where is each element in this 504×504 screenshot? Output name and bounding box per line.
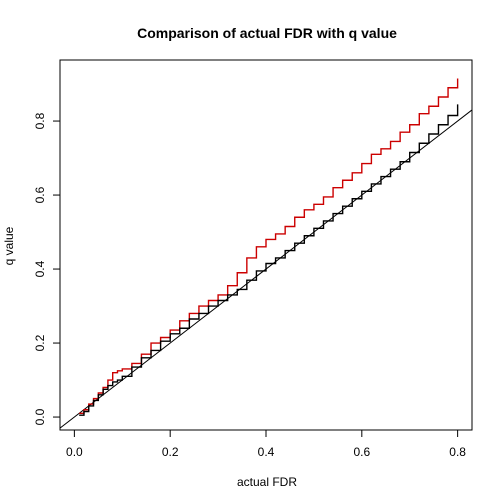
y-tick-label: 0.0: [33, 408, 47, 425]
x-tick-label: 0.4: [258, 445, 275, 459]
y-tick-label: 0.6: [33, 186, 47, 203]
x-tick-label: 0.6: [353, 445, 370, 459]
chart-title: Comparison of actual FDR with q value: [137, 25, 397, 41]
series-line-black: [79, 104, 459, 416]
y-axis-label: q value: [2, 226, 16, 265]
y-tick-label: 0.4: [33, 260, 47, 277]
y-tick-label: 0.2: [33, 334, 47, 351]
y-tick-label: 0.8: [33, 112, 47, 129]
x-tick-label: 0.0: [66, 445, 83, 459]
x-axis: 0.0 0.2 0.4 0.6 0.8: [66, 429, 466, 459]
x-axis-label: actual FDR: [237, 475, 297, 489]
series-line-red: [79, 78, 459, 415]
x-tick-label: 0.8: [449, 445, 466, 459]
y-axis: 0.0 0.2 0.4 0.6 0.8: [33, 112, 61, 425]
x-tick-label: 0.2: [162, 445, 179, 459]
series-group: [79, 78, 459, 416]
